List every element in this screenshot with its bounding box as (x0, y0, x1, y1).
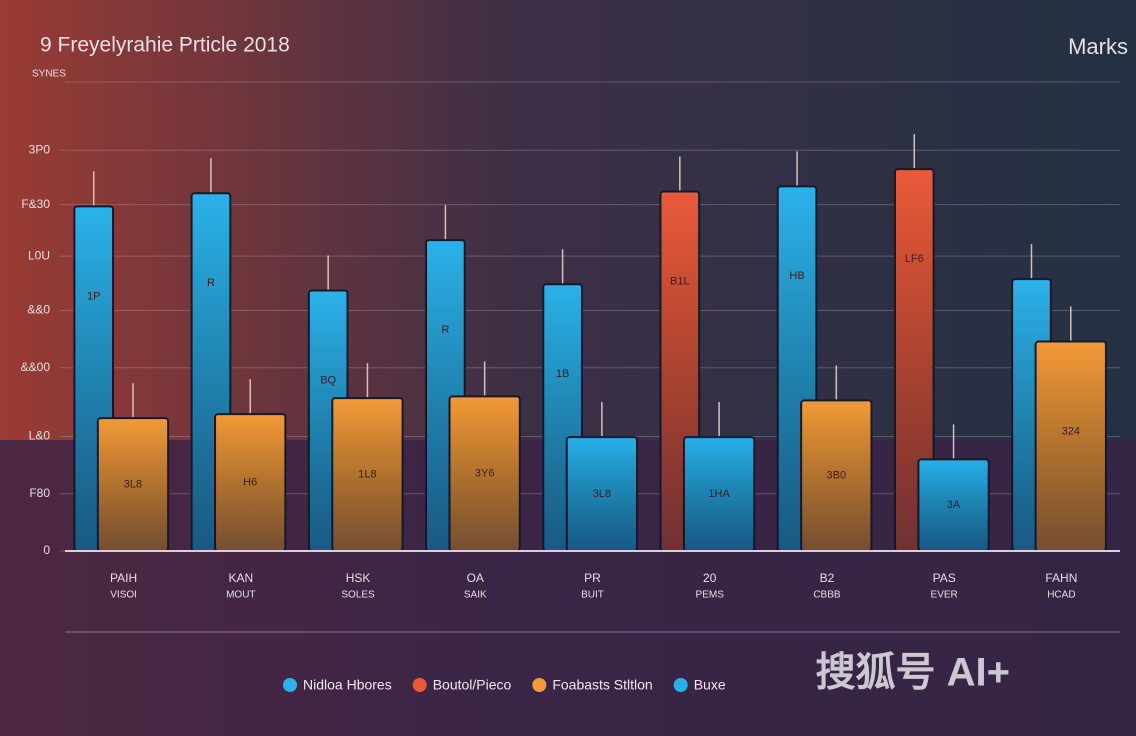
bar-shade (97, 418, 169, 551)
value-label: 3L8 (124, 478, 142, 490)
y-tick-label: F80 (29, 486, 50, 500)
x-tick-label: PAS (933, 571, 956, 585)
value-label: 3Y6 (475, 468, 495, 480)
legend-label: Boutol/Pieco (433, 677, 512, 693)
x-tick-label: PR (584, 571, 601, 585)
value-label: 3L8 (593, 488, 611, 500)
bar-shade (894, 169, 934, 551)
value-label: B1L (670, 275, 690, 287)
bar-shade (801, 400, 872, 551)
value-label: BQ (320, 374, 336, 386)
x-tick-label: KAN (228, 571, 253, 585)
watermark: 搜狐号 AI+ (816, 651, 1010, 695)
x-tick-label-line2: BUIT (581, 590, 604, 601)
value-label: 1P (87, 290, 100, 302)
x-tick-label: HSK (346, 571, 371, 585)
value-label: HB (789, 270, 804, 282)
x-tick-label: OA (467, 571, 484, 585)
bar-shade (683, 437, 755, 551)
y-tick-label: L0U (28, 248, 50, 262)
bar-shade (332, 398, 403, 551)
y-tick-label: 0 (43, 543, 50, 557)
x-tick-label-line2: PEMS (696, 590, 725, 601)
bar-shade (918, 459, 989, 551)
legend-swatch (283, 678, 297, 692)
value-label: 1HA (708, 488, 730, 500)
bar-shade (1035, 341, 1106, 551)
x-tick-label-line2: MOUT (226, 590, 255, 601)
x-tick-label-line2: EVER (931, 590, 958, 601)
legend-label: Buxe (694, 677, 726, 693)
y-tick-label: F&30 (21, 197, 50, 211)
x-tick-label: 20 (703, 571, 717, 585)
legend-label: Nidloa Hbores (303, 677, 392, 693)
legend-label: Foabasts Stltlon (552, 677, 652, 693)
x-tick-label-line2: CBBB (813, 590, 841, 601)
x-tick-label: B2 (820, 571, 835, 585)
value-label: R (207, 277, 215, 289)
corner-label: Marks (1068, 34, 1128, 59)
legend-swatch (412, 678, 427, 692)
value-label: 1B (556, 368, 569, 380)
value-label: 3B0 (827, 470, 847, 482)
bar-shade (215, 414, 286, 551)
x-tick-label-line2: SAIK (464, 590, 487, 601)
bar-shade (449, 396, 520, 551)
x-tick-label: FAHN (1045, 571, 1077, 585)
value-label: 1L8 (358, 468, 376, 480)
chart-title: 9 Freyelyrahie Prticle 2018 (40, 34, 290, 57)
x-tick-label-line2: SOLES (341, 590, 375, 601)
value-label: 3A (947, 499, 961, 511)
value-label: LF6 (905, 253, 924, 265)
value-label: 324 (1062, 425, 1080, 437)
y-tick-label: 3P0 (29, 142, 51, 156)
legend-swatch (673, 678, 688, 692)
subtitle: SYNES (32, 69, 66, 80)
y-tick-label: L&0 (29, 429, 51, 443)
value-label: H6 (243, 476, 257, 488)
x-tick-label: PAIH (110, 571, 137, 585)
legend-swatch (532, 678, 547, 692)
y-tick-label: &&00 (21, 360, 51, 374)
x-tick-label-line2: VISOI (110, 590, 137, 601)
x-tick-label-line2: HCAD (1047, 590, 1075, 601)
y-tick-label: &&0 (27, 303, 50, 317)
value-label: R (441, 324, 449, 336)
bar-shade (566, 437, 638, 551)
